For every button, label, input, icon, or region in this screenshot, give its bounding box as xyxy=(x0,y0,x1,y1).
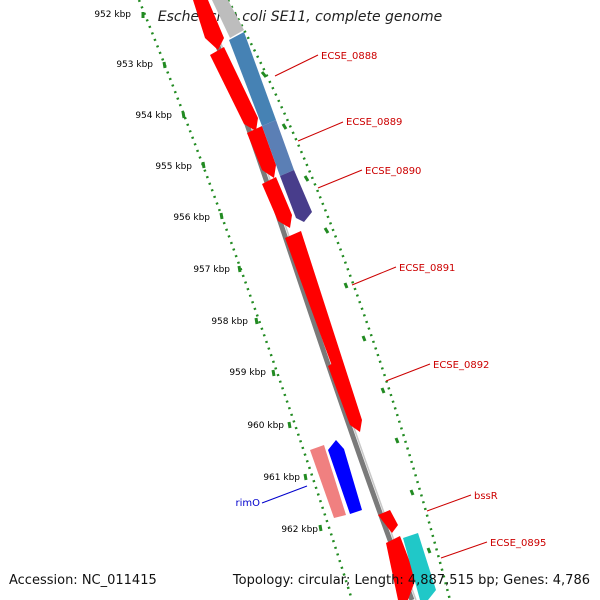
ruler-tick-label: 956 kbp xyxy=(173,213,210,223)
cds-arrow[interactable] xyxy=(210,47,258,131)
label-leader-lines xyxy=(261,54,488,559)
gene-feature-rimo[interactable] xyxy=(328,440,362,514)
gene-label-ecse0891[interactable]: ECSE_0891 xyxy=(399,263,455,274)
ruler-labels: 952 kbp 953 kbp 954 kbp 955 kbp 956 kbp … xyxy=(94,10,318,535)
gene-label-ecse0895[interactable]: ECSE_0895 xyxy=(490,538,546,549)
cds-arrow[interactable] xyxy=(378,510,398,533)
gene-label-ecse0888[interactable]: ECSE_0888 xyxy=(321,51,377,62)
ruler-tick-label: 961 kbp xyxy=(263,473,300,483)
gene-label-rimo[interactable]: rimO xyxy=(235,498,260,509)
gene-label-ecse0892[interactable]: ECSE_0892 xyxy=(433,360,489,371)
gene-feature-ecse0889[interactable] xyxy=(262,120,294,176)
genome-summary-text: Topology: circular; Length: 4,887,515 bp… xyxy=(232,573,590,588)
gene-label-ecse0889[interactable]: ECSE_0889 xyxy=(346,117,402,128)
gene-track-reverse xyxy=(310,440,362,518)
gene-feature-ecse0895[interactable] xyxy=(403,533,436,600)
cds-reverse-light[interactable] xyxy=(310,445,346,518)
cds-arrow[interactable] xyxy=(247,126,276,178)
ruler-tick-label: 959 kbp xyxy=(229,368,266,378)
cds-arrow[interactable] xyxy=(193,0,224,50)
ruler-tick-label: 955 kbp xyxy=(155,162,192,172)
cds-arrow[interactable] xyxy=(285,231,342,366)
ruler-major-ticks xyxy=(141,12,432,554)
gene-label-ecse0890[interactable]: ECSE_0890 xyxy=(365,166,421,177)
gene-feature-top-grey[interactable] xyxy=(212,0,244,38)
ruler-tick-label: 960 kbp xyxy=(247,421,284,431)
cds-arrow[interactable] xyxy=(262,177,292,228)
ruler-tick-label: 954 kbp xyxy=(135,111,172,121)
ruler-tick-label: 962 kbp xyxy=(281,525,318,535)
cds-track-forward xyxy=(193,0,416,600)
gene-feature-ecse0888[interactable] xyxy=(229,32,276,126)
ruler-tick-label: 953 kbp xyxy=(116,60,153,70)
accession-text: Accession: NC_011415 xyxy=(9,573,157,588)
cds-arrow[interactable] xyxy=(386,536,416,600)
gene-feature-ecse0890[interactable] xyxy=(280,170,312,222)
ruler-tick-label: 958 kbp xyxy=(211,317,248,327)
gene-label-bssr[interactable]: bssR xyxy=(474,491,498,502)
ruler-tick-label: 952 kbp xyxy=(94,10,131,20)
ruler-tick-label: 957 kbp xyxy=(193,265,230,275)
gene-labels: ECSE_0888 ECSE_0889 ECSE_0890 ECSE_0891 … xyxy=(235,51,546,549)
gene-track-forward xyxy=(229,32,436,600)
cds-arrow[interactable] xyxy=(328,358,362,432)
